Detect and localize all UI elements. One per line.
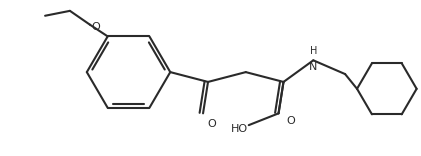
Text: H: H xyxy=(309,46,317,56)
Text: HO: HO xyxy=(231,124,248,134)
Text: N: N xyxy=(309,62,317,72)
Text: O: O xyxy=(207,119,216,129)
Text: O: O xyxy=(287,116,295,126)
Text: O: O xyxy=(92,22,101,32)
